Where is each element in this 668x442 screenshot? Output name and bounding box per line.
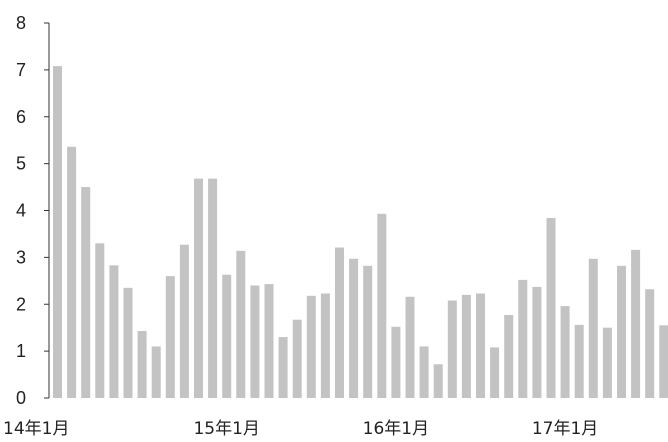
bar-15 — [264, 284, 274, 398]
y-tick-label-4: 4 — [16, 201, 26, 221]
bar-43 — [659, 325, 668, 398]
bar-30 — [476, 293, 485, 398]
y-tick-label-2: 2 — [16, 294, 26, 314]
bar-group — [53, 66, 668, 399]
y-tick-label-3: 3 — [16, 247, 26, 267]
bar-39 — [602, 327, 612, 398]
bar-5 — [123, 287, 133, 398]
bar-23 — [377, 213, 387, 398]
bar-24 — [391, 326, 401, 398]
bar-40 — [617, 265, 626, 398]
x-tick-label-2: 16年1月 — [363, 419, 429, 439]
bar-38 — [588, 258, 598, 398]
x-axis-labels: 14年1月 15年1月 16年1月 17年1月 — [3, 419, 598, 439]
bar-18 — [306, 295, 316, 398]
bar-42 — [645, 289, 655, 398]
bar-36 — [560, 306, 570, 399]
bar-11 — [208, 178, 218, 399]
bar-26 — [419, 346, 429, 398]
bar-12 — [222, 274, 232, 398]
bar-7 — [151, 346, 161, 398]
bar-35 — [546, 218, 556, 398]
y-tick-label-6: 6 — [16, 107, 26, 127]
bar-29 — [461, 294, 471, 399]
bar-4 — [109, 265, 119, 398]
y-tick-label-0: 0 — [16, 388, 26, 408]
bar-37 — [574, 324, 584, 399]
bar-34 — [532, 286, 542, 398]
bar-22 — [363, 265, 373, 398]
x-tick-label-3: 17年1月 — [532, 419, 598, 439]
x-tick-label-1: 15年1月 — [193, 419, 259, 439]
bar-21 — [349, 258, 359, 398]
bar-14 — [250, 285, 260, 398]
bar-10 — [194, 178, 203, 399]
bar-25 — [405, 296, 415, 398]
bar-2 — [81, 187, 91, 398]
bar-9 — [179, 244, 189, 398]
bar-33 — [518, 279, 528, 399]
bar-32 — [504, 315, 514, 398]
y-tick-label-5: 5 — [16, 154, 26, 174]
bar-28 — [447, 300, 457, 398]
bar-31 — [490, 347, 500, 399]
x-tick-label-0: 14年1月 — [3, 419, 69, 439]
bar-13 — [236, 250, 246, 398]
y-tick-label-7: 7 — [16, 60, 26, 80]
y-tick-label-1: 1 — [16, 341, 26, 361]
bar-3 — [95, 243, 105, 398]
bar-6 — [137, 330, 147, 398]
bar-17 — [292, 319, 302, 398]
bar-19 — [320, 293, 330, 398]
bar-16 — [278, 337, 288, 398]
y-tick-label-8: 8 — [16, 13, 26, 33]
bar-41 — [631, 249, 641, 399]
bar-0 — [53, 66, 62, 399]
bar-1 — [67, 146, 77, 398]
bar-8 — [165, 276, 175, 399]
bar-20 — [335, 247, 344, 398]
y-axis-ticks: 0 1 2 3 4 5 6 7 8 — [16, 13, 49, 408]
bar-27 — [433, 364, 443, 398]
